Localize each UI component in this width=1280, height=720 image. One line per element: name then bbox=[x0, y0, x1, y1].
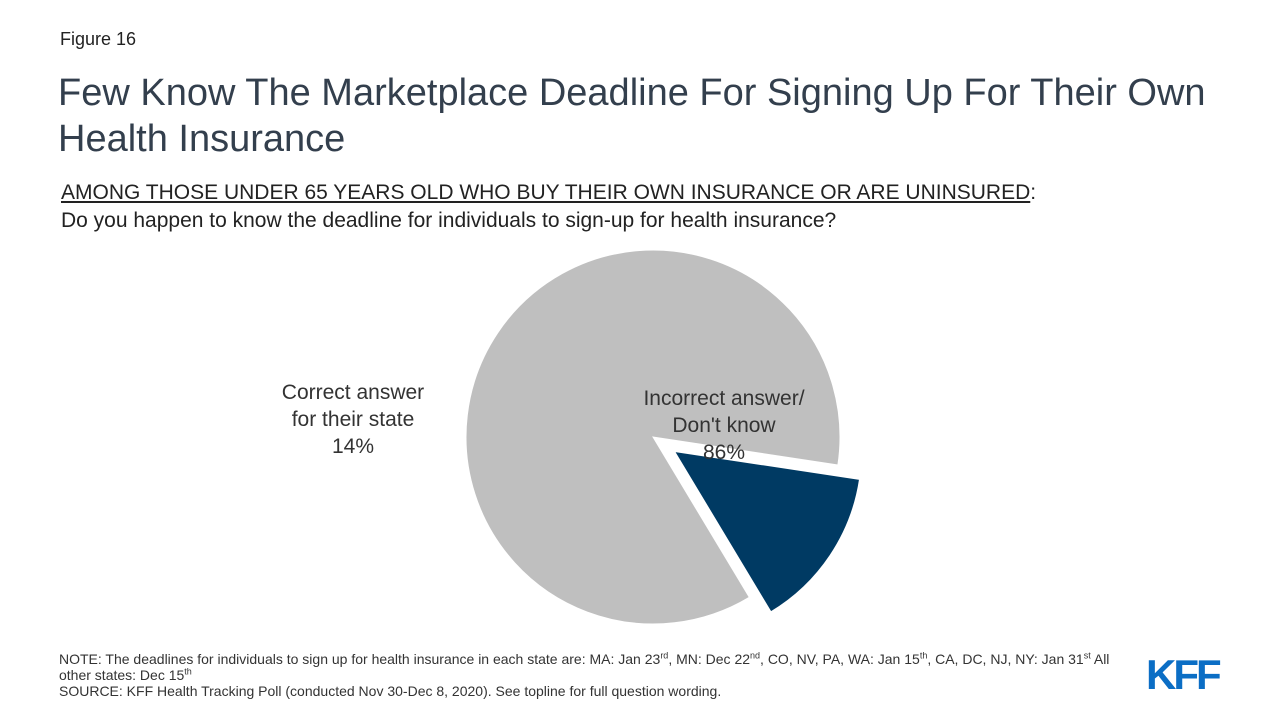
pie-slice-2 bbox=[673, 450, 861, 613]
slice-value-label-1: 86% bbox=[703, 441, 745, 464]
note-text: NOTE: The deadlines for individuals to s… bbox=[59, 650, 1110, 683]
slice-value-label-2: 14% bbox=[332, 435, 374, 458]
chart-subtitle: AMONG THOSE UNDER 65 YEARS OLD WHO BUY T… bbox=[61, 179, 1231, 235]
slice-category-label-2: for their state bbox=[292, 408, 415, 431]
pie-slices bbox=[465, 249, 861, 625]
figure-label: Figure 16 bbox=[60, 29, 137, 49]
pie-labels: Incorrect answer/Don't know 86% Correct an… bbox=[282, 381, 805, 464]
subtitle-population: AMONG THOSE UNDER 65 YEARS OLD WHO BUY T… bbox=[61, 181, 1031, 204]
pie-slice-1 bbox=[465, 249, 841, 625]
chart-note: NOTE: The deadlines for individuals to s… bbox=[59, 651, 1119, 699]
kff-logo: KFF bbox=[1146, 651, 1222, 698]
subtitle-question: Do you happen to know the deadline for i… bbox=[61, 209, 837, 232]
slice-category-label-1: Don't know bbox=[672, 414, 776, 437]
subtitle-colon: : bbox=[1030, 181, 1037, 204]
slice-category-label-2: Correct answer bbox=[282, 381, 424, 404]
source-text: SOURCE: KFF Health Tracking Poll (conduc… bbox=[59, 683, 722, 699]
slice-category-label-1: Incorrect answer/ bbox=[643, 387, 804, 410]
chart-title: Few Know The Marketplace Deadline For Si… bbox=[58, 72, 1206, 160]
